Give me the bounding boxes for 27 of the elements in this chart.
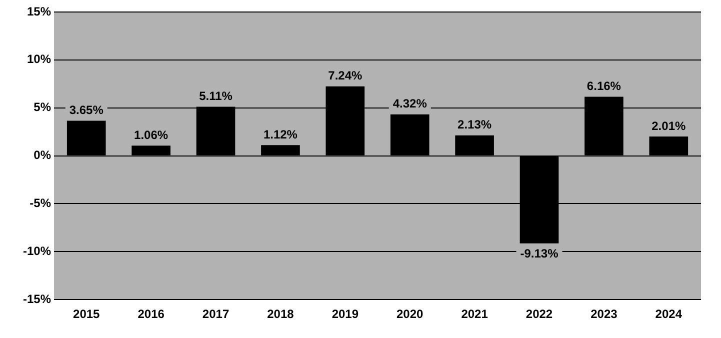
data-label: 1.06% — [134, 128, 168, 142]
data-label: 2.01% — [652, 118, 686, 133]
y-tick-label: 10% — [26, 52, 52, 66]
x-tick-label: 2016 — [138, 307, 165, 322]
x-tick-label: 2017 — [202, 307, 230, 322]
data-label: 7.24% — [328, 68, 362, 83]
data-label: 6.16% — [586, 79, 622, 94]
x-tick-label: 2024 — [655, 307, 682, 322]
x-tick-label: 2015 — [73, 307, 100, 322]
x-tick-label: 2020 — [396, 307, 424, 322]
y-tick-label: 15% — [26, 4, 52, 18]
x-tick-label: 2022 — [526, 307, 553, 322]
y-tick-label: 5% — [34, 100, 52, 114]
data-label: 2.13% — [458, 118, 492, 132]
y-tick-label: 0% — [34, 148, 52, 162]
data-label: 5.11% — [199, 89, 233, 104]
data-label: 3.65% — [69, 103, 104, 118]
data-label: 1.12% — [263, 127, 298, 142]
x-tick-label: 2019 — [332, 307, 359, 322]
x-tick-label: 2023 — [590, 307, 618, 322]
y-tick-label: -10% — [23, 244, 52, 258]
data-label: -9.13% — [520, 246, 559, 261]
data-label: 4.32% — [392, 96, 428, 111]
x-tick-label: 2018 — [267, 307, 294, 322]
y-tick-label: -5% — [30, 196, 52, 210]
y-tick-label: -15% — [23, 292, 52, 306]
x-tick-label: 2021 — [461, 307, 488, 322]
